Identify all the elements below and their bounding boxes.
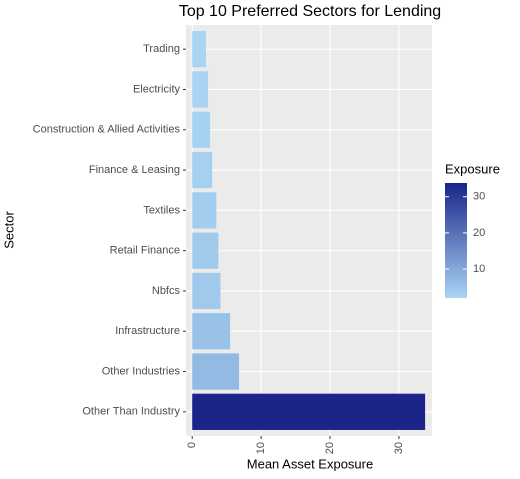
bar — [192, 111, 211, 148]
y-tick-label: Textiles — [143, 204, 180, 216]
bar — [192, 31, 206, 68]
legend-title: Exposure — [445, 161, 500, 176]
legend-tick-label: 20 — [473, 227, 485, 239]
x-tick-label: 10 — [255, 442, 267, 454]
bar — [192, 192, 217, 229]
legend-tick-label: 10 — [473, 263, 485, 275]
bar — [192, 151, 213, 189]
bar — [192, 232, 219, 269]
legend-tick-label: 30 — [473, 191, 485, 203]
bar — [192, 272, 221, 310]
y-tick-label: Construction & Allied Activities — [33, 124, 181, 136]
bar — [192, 71, 209, 108]
legend-colorbar — [445, 183, 467, 298]
y-tick-label: Other Industries — [102, 365, 181, 377]
bar — [192, 393, 426, 430]
y-tick-label: Other Than Industry — [82, 406, 180, 418]
x-tick-label: 30 — [393, 442, 405, 454]
chart-title: Top 10 Preferred Sectors for Lending — [179, 3, 441, 20]
x-axis-title: Mean Asset Exposure — [247, 456, 373, 471]
x-tick-label: 20 — [324, 442, 336, 454]
y-tick-label: Trading — [143, 43, 180, 55]
y-axis-title: Sector — [1, 211, 16, 249]
y-tick-label: Retail Finance — [110, 245, 180, 257]
y-tick-label: Infrastructure — [115, 325, 180, 337]
bar — [192, 353, 240, 390]
y-tick-label: Electricity — [133, 83, 181, 95]
bar — [192, 313, 231, 350]
x-tick-label: 0 — [186, 442, 198, 448]
y-tick-label: Nbfcs — [152, 285, 181, 297]
y-tick-label: Finance & Leasing — [89, 164, 180, 176]
